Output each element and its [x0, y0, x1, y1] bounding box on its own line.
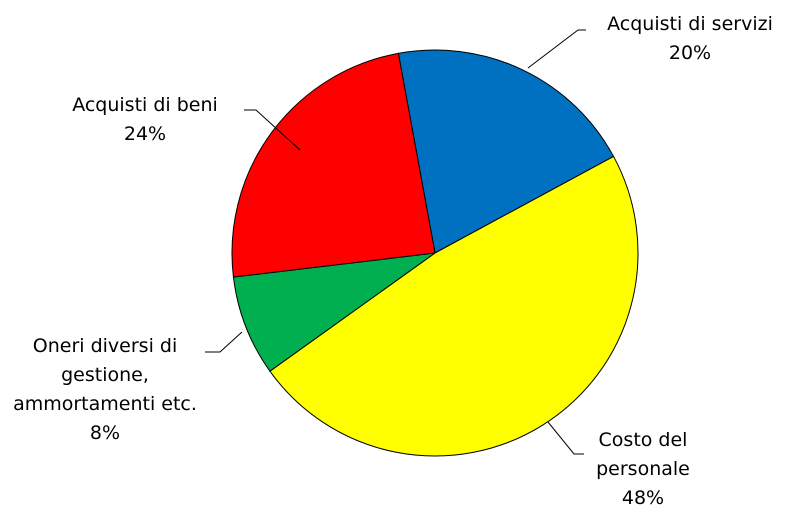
slices	[231, 49, 639, 457]
leader-line	[547, 421, 584, 455]
pie-slice	[269, 155, 639, 457]
slice-label: Costo del personale 48%	[578, 426, 708, 513]
value-label: 20%	[668, 42, 712, 64]
category-label: Oneri diversi di gestione, ammortamenti …	[13, 335, 197, 415]
pie-slice	[231, 52, 436, 278]
value-label: 48%	[621, 487, 665, 509]
value-label: 8%	[89, 422, 121, 444]
pie-slice	[397, 49, 615, 254]
category-label: Acquisti di beni	[72, 94, 218, 116]
value-label: 24%	[123, 123, 167, 145]
category-label: Acquisti di servizi	[607, 13, 773, 35]
category-label: Costo del personale	[596, 429, 690, 480]
slice-label: Oneri diversi di gestione, ammortamenti …	[5, 332, 205, 448]
leader-line	[244, 109, 301, 151]
pie-slice	[232, 252, 436, 372]
leader-line	[205, 331, 243, 353]
slice-label: Acquisti di beni 24%	[45, 91, 245, 149]
leader-line	[527, 29, 586, 69]
slice-label: Acquisti di servizi 20%	[580, 10, 800, 68]
